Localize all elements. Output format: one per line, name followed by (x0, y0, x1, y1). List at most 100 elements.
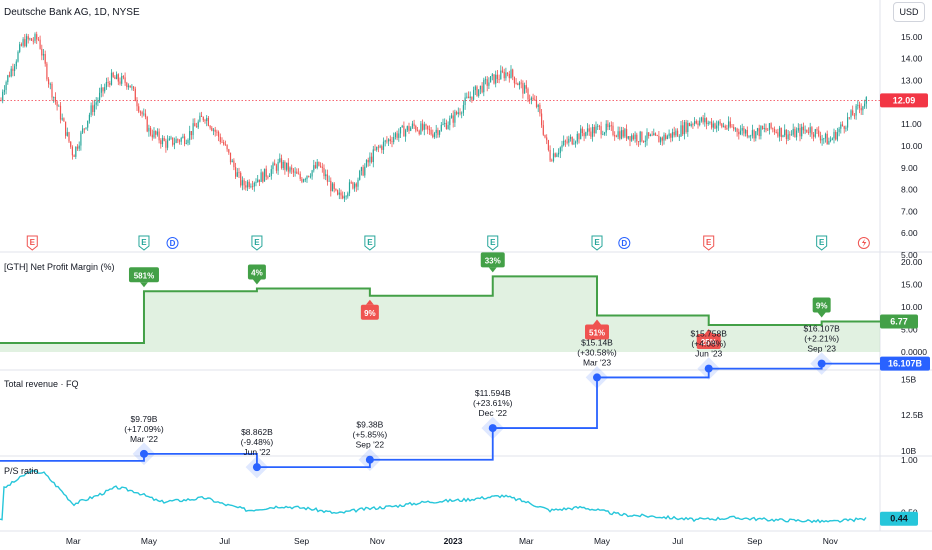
margin-change-text: 33% (485, 256, 501, 265)
candle-body (518, 82, 521, 86)
candle-body (840, 124, 842, 129)
candle-body (93, 104, 96, 112)
revenue-point[interactable]: $9.79B(+17.09%)Mar '22 (124, 414, 164, 466)
candle-body (83, 128, 85, 130)
candle-body (386, 140, 388, 142)
candle-body (806, 129, 808, 133)
earnings-marker[interactable]: E (364, 235, 376, 251)
revenue-point[interactable]: $9.38B(+5.85%)Sep '22 (353, 420, 388, 472)
candle-body (330, 180, 332, 192)
candle-body (97, 100, 99, 103)
candle-body (189, 131, 191, 141)
candle-body (530, 97, 532, 101)
candle-body (775, 132, 777, 133)
candle-body (246, 181, 249, 188)
revenue-point-dot (252, 463, 261, 472)
earnings-letter: E (490, 238, 496, 247)
candle-body (782, 135, 784, 138)
label-pointer (488, 267, 497, 273)
candle-body (789, 134, 791, 136)
candle-body (673, 132, 675, 136)
earnings-marker[interactable]: E (138, 235, 150, 251)
candle-body (600, 126, 602, 135)
candle-body (117, 74, 119, 82)
dividend-marker[interactable]: D (618, 237, 631, 249)
earnings-marker[interactable]: E (703, 235, 715, 251)
time-tick-label: Mar (519, 536, 534, 546)
candle-body (780, 127, 782, 138)
candle-body (794, 128, 796, 138)
candle-body (0, 100, 2, 102)
candle-body (371, 156, 373, 163)
candle-body (17, 51, 19, 62)
margin-change-text: 51% (589, 329, 605, 338)
time-tick-label: Nov (823, 536, 839, 546)
candle-body (576, 133, 578, 142)
candle-body (37, 39, 39, 41)
candle-body (450, 115, 453, 119)
candle-body (444, 122, 446, 124)
candle-body (432, 134, 434, 138)
candle-body (447, 125, 449, 129)
revenue-point-value: $15.758B (691, 329, 728, 339)
candle-body (660, 137, 662, 143)
revenue-point-value: $9.38B (356, 420, 383, 430)
candle-body (661, 137, 663, 141)
price-tick-label: 13.00 (901, 76, 923, 86)
revenue-point[interactable]: $11.594B(+23.61%)Dec '22 (473, 388, 513, 440)
candle-body (381, 146, 383, 150)
candle-body (27, 36, 29, 40)
candle-body (354, 183, 356, 189)
candle-body (95, 102, 97, 105)
candle-body (507, 72, 509, 75)
candle-body (722, 125, 725, 127)
candle-body (442, 123, 444, 125)
candle-body (80, 132, 82, 146)
candle-body (704, 118, 706, 123)
margin-change-label: 33% (480, 252, 505, 273)
revenue-point[interactable]: $16.107B(+2.21%)Sep '23 (803, 324, 840, 375)
revenue-point[interactable]: $15.14B(+30.58%)Mar '23 (577, 337, 617, 389)
dividend-marker[interactable]: D (166, 237, 179, 249)
candle-body (197, 121, 199, 128)
candle-body (160, 140, 162, 145)
candle-body (809, 127, 811, 133)
candle-body (177, 139, 179, 141)
earnings-marker[interactable]: E (26, 235, 38, 251)
revenue-last-tag: 16.107B (888, 359, 923, 369)
candle-body (416, 130, 419, 132)
news-marker[interactable] (857, 237, 870, 249)
revenue-point[interactable]: $8.862B(-9.48%)Jun '22 (241, 427, 274, 479)
revenue-point[interactable]: $15.758B(+4.08%)Jun '23 (691, 329, 728, 380)
candle-body (488, 82, 490, 86)
candle-body (104, 87, 106, 92)
candle-body (78, 145, 80, 149)
price-tick-label: 5.00 (901, 250, 918, 260)
candle-body (297, 173, 300, 175)
candle-body (731, 126, 733, 128)
candle-body (558, 152, 560, 155)
candle-body (214, 129, 216, 132)
earnings-marker[interactable]: E (487, 235, 499, 251)
candle-body (580, 128, 582, 140)
candle-body (694, 121, 696, 125)
candle-body (498, 78, 500, 80)
earnings-marker[interactable]: E (816, 235, 828, 251)
currency-button[interactable]: USD (893, 2, 925, 22)
candle-body (291, 167, 293, 170)
candle-body (469, 96, 471, 99)
earnings-marker[interactable]: E (251, 235, 263, 251)
candle-body (717, 121, 719, 126)
candle-body (539, 104, 541, 114)
candle-body (801, 126, 803, 137)
candle-body (377, 146, 379, 148)
candle-body (151, 134, 153, 138)
candle-body (8, 75, 11, 77)
time-tick-label: May (594, 536, 611, 546)
candle-body (435, 129, 437, 133)
earnings-marker[interactable]: E (591, 235, 603, 251)
candle-body (544, 134, 546, 138)
candle-body (858, 104, 861, 109)
